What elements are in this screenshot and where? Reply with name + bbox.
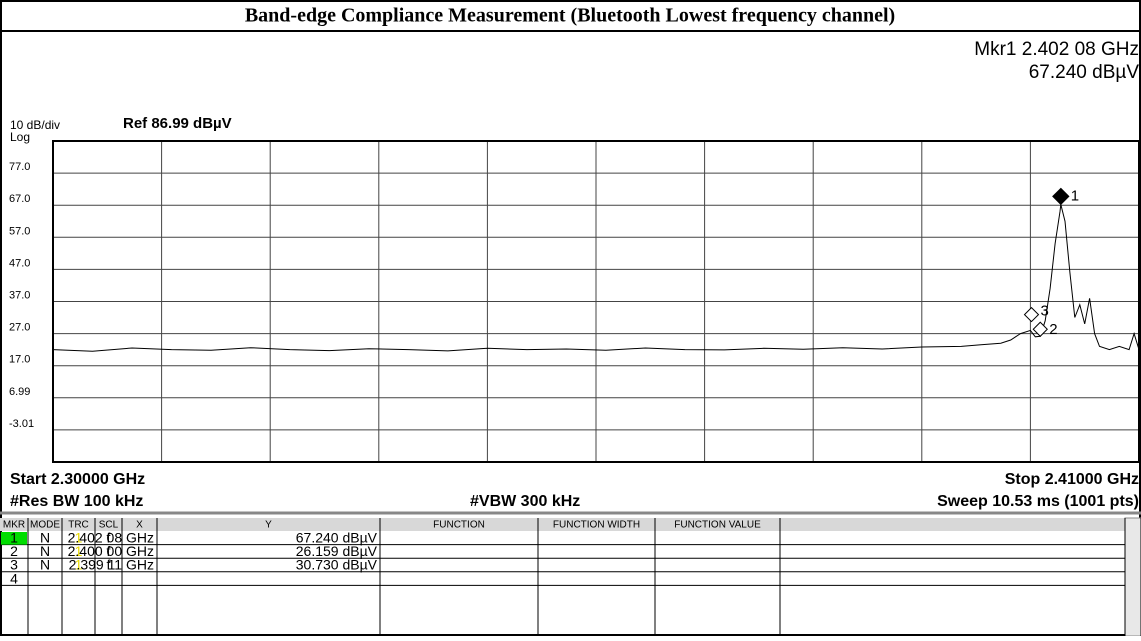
start-label: Start 2.30000 GHz	[10, 471, 145, 488]
y-tick-label: 6.99	[9, 386, 30, 398]
table-cell: 30.730 dBµV	[296, 557, 378, 573]
table-cell: f	[107, 557, 111, 573]
table-cell: 2.402 08 GHz	[68, 530, 154, 546]
marker-readout: Mkr1 2.402 08 GHz	[974, 39, 1139, 60]
plot-border	[52, 140, 1140, 463]
y-tick-label: 27.0	[9, 322, 30, 334]
marker	[1023, 306, 1040, 323]
marker	[1052, 187, 1070, 206]
column-header: FUNCTION	[433, 520, 485, 531]
table-cell: 2.399 11 GHz	[69, 557, 154, 573]
trace	[52, 204, 1140, 352]
table-cell: N	[40, 557, 50, 573]
marker-label: 2	[1049, 321, 1057, 338]
table-cell: 1	[75, 543, 83, 559]
marker-table: MKR MODE TRC SCL X Y FUNCTION FUNCTION WIDTH FUN…	[0, 517, 1141, 637]
table-cell: 4	[10, 570, 18, 586]
table-cell: 26.159 dBµV	[296, 543, 378, 559]
marker-label: 3	[1040, 303, 1048, 320]
scale-label: 10 dB/div	[10, 118, 60, 132]
y-tick-label: 57.0	[9, 225, 30, 237]
table-cell: 1	[10, 530, 18, 546]
stop-label: Stop 2.41000 GHz	[1005, 471, 1139, 488]
table-cell: 1	[75, 530, 83, 546]
vbw-label: #VBW 300 kHz	[470, 493, 580, 510]
y-tick-label: 17.0	[9, 354, 30, 366]
scrollbar	[1124, 517, 1141, 637]
table-cell: N	[40, 543, 50, 559]
column-header: FUNCTION VALUE	[674, 520, 761, 531]
column-header: SCL	[99, 520, 119, 531]
marker-label: 1	[1071, 187, 1079, 204]
table-cell: N	[40, 530, 50, 546]
column-header: MODE	[30, 520, 60, 531]
table-cell: f	[107, 530, 111, 546]
column-header: MKR	[3, 520, 25, 531]
y-tick-label: -3.01	[9, 418, 34, 430]
table-cell: 67.240 dBµV	[296, 530, 378, 546]
plot: 77.0 67.0 57.0 47.0 37.0 27.0 17.0 6.99 -3.01 1 23	[9, 140, 1140, 463]
sweep-label: Sweep 10.53 ms (1001 pts)	[937, 493, 1139, 510]
column-header: Y	[265, 520, 272, 531]
column-header: X	[136, 520, 143, 531]
ref-label: Ref 86.99 dBµV	[123, 115, 232, 132]
marker	[1032, 321, 1048, 337]
active-marker-cell	[1, 532, 27, 545]
y-tick-label: 47.0	[9, 257, 30, 269]
table-cell: 1	[75, 557, 83, 573]
marker-readout: 67.240 dBµV	[1029, 62, 1140, 83]
table-cell: 3	[10, 557, 18, 573]
table-cell: f	[107, 543, 111, 559]
table-cell: 2.400 00 GHz	[68, 543, 154, 559]
scale-type: Log	[10, 130, 30, 144]
column-header: TRC	[68, 520, 89, 531]
y-tick-label: 77.0	[9, 161, 30, 173]
title: Band-edge Compliance Measurement (Blueto…	[245, 5, 895, 27]
y-tick-label: 37.0	[9, 289, 30, 301]
y-tick-label: 67.0	[9, 193, 30, 205]
column-header: FUNCTION WIDTH	[553, 520, 640, 531]
rbw-label: #Res BW 100 kHz	[10, 493, 143, 510]
header-bg	[0, 518, 1141, 531]
table-cell: 2	[10, 543, 18, 559]
